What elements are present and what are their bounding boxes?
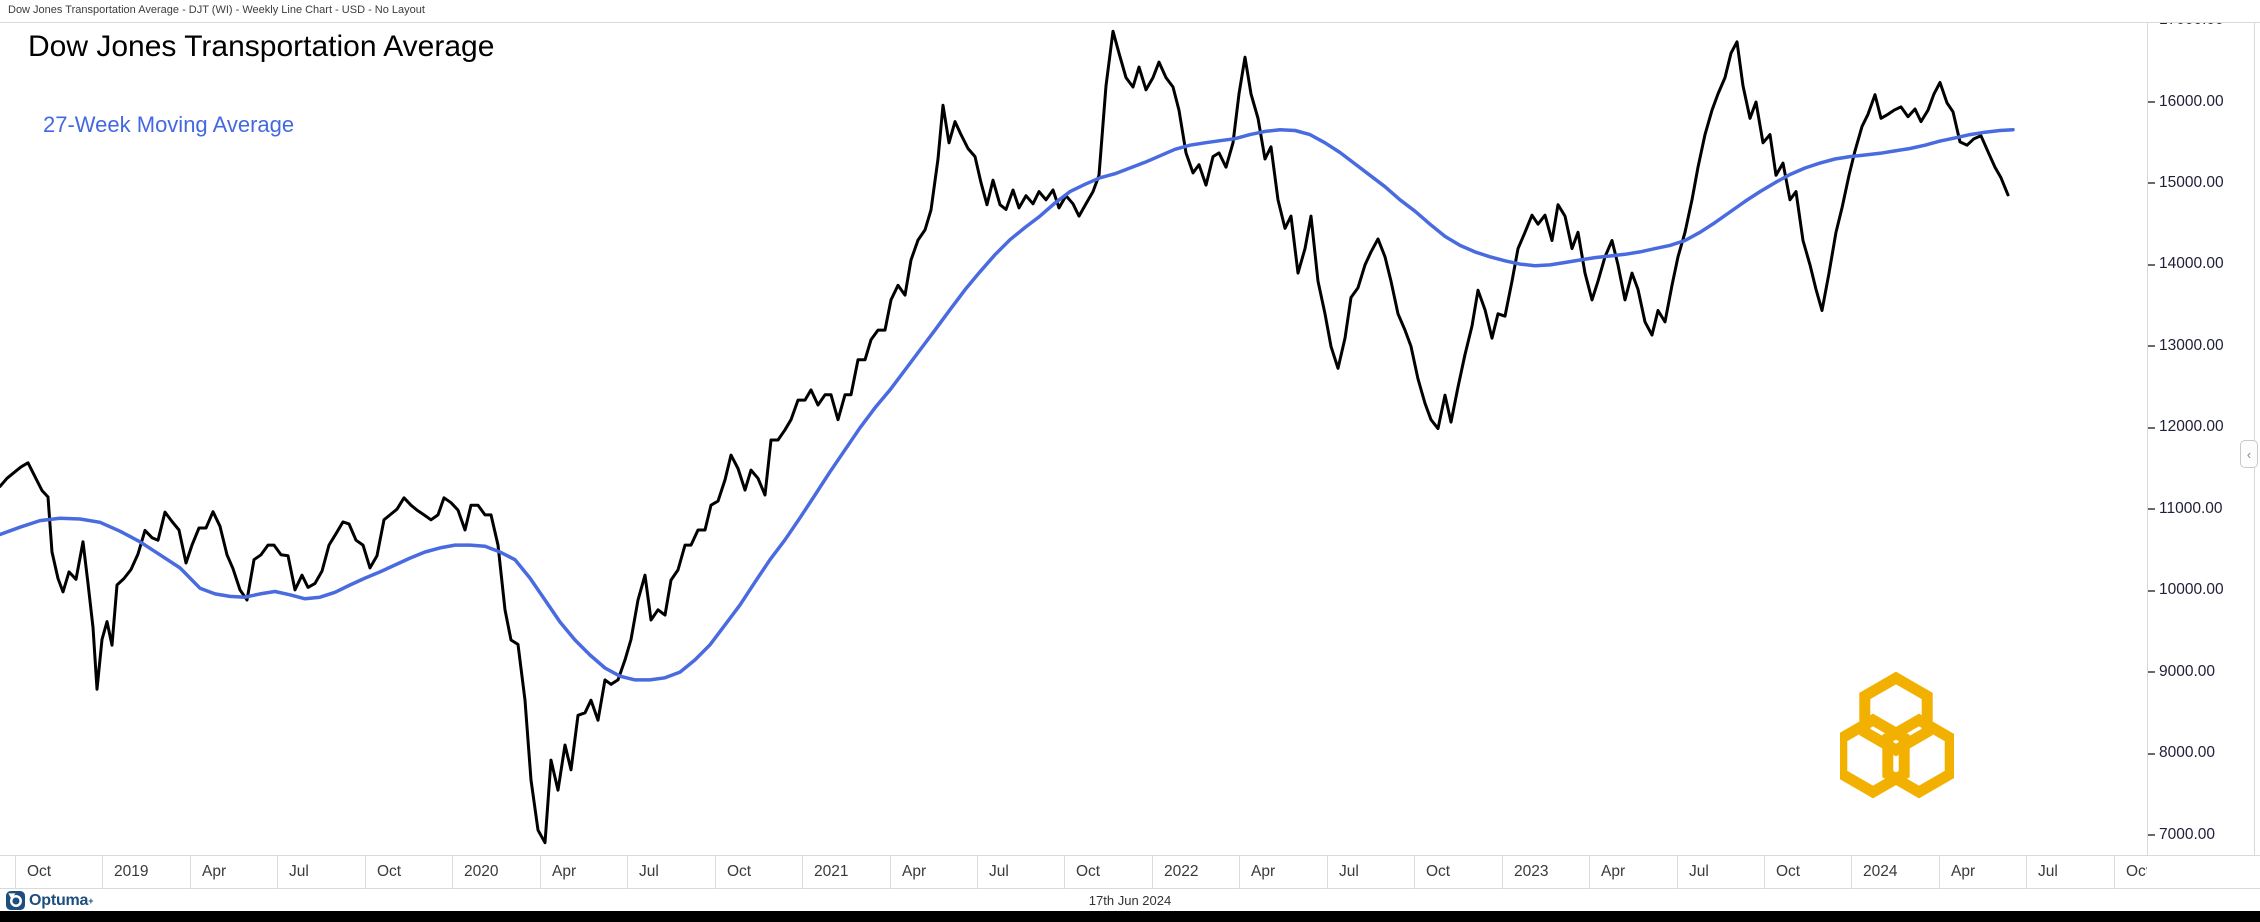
y-axis-tick-label: 16000.00 <box>2159 92 2224 110</box>
x-axis-divider <box>452 856 453 889</box>
hexagon-icon <box>1859 671 1933 757</box>
bottom-bar <box>0 911 2260 922</box>
collapse-panel-button[interactable]: ‹ <box>2240 440 2258 468</box>
y-axis-tick <box>2148 589 2155 592</box>
chart-title: Dow Jones Transportation Average <box>28 30 495 63</box>
y-axis-tick-label: 9000.00 <box>2159 662 2216 680</box>
x-axis-divider <box>2026 856 2027 889</box>
x-axis-divider <box>715 856 716 889</box>
y-axis-tick-label: 10000.00 <box>2159 581 2224 599</box>
x-axis-divider <box>540 856 541 889</box>
optuma-icon <box>6 891 25 910</box>
x-axis-label: Jul <box>1689 863 1709 880</box>
x-axis-label: Oct <box>727 863 752 880</box>
footer-date: 17th Jun 2024 <box>1088 893 1172 908</box>
price-line <box>0 29 2010 845</box>
x-axis-label: Apr <box>902 863 927 880</box>
window-title: Dow Jones Transportation Average - DJT (… <box>8 4 425 16</box>
y-axis-tick-label: 15000.00 <box>2159 173 2224 191</box>
price-axis-panel[interactable]: 17000.00 16000.00 15000.00 14000.00 13000.00… <box>2147 23 2255 855</box>
x-axis-label: Jul <box>2038 863 2058 880</box>
x-axis-divider <box>1152 856 1153 889</box>
x-axis-divider <box>1327 856 1328 889</box>
x-axis-label: Jul <box>639 863 659 880</box>
time-axis-labels: Oct 2019 Apr Jul Oct 2020 Apr Jul Oct 2021 Apr Jul O… <box>0 856 2147 890</box>
time-axis-panel[interactable]: Oct 2019 Apr Jul Oct 2020 Apr Jul Oct 2021 Apr Jul O… <box>0 855 2260 889</box>
y-axis-tick-label: 13000.00 <box>2159 336 2224 354</box>
y-axis-tick <box>2148 752 2155 755</box>
x-axis-divider <box>2114 856 2115 889</box>
y-axis-tick <box>2148 834 2155 836</box>
brand-trademark: + <box>88 895 94 906</box>
x-axis-divider <box>277 856 278 889</box>
y-axis-tick <box>2148 508 2155 511</box>
y-axis-tick-label: 14000.00 <box>2159 255 2224 273</box>
x-axis-divider <box>1414 856 1415 889</box>
x-axis-label: Apr <box>202 863 227 880</box>
footer-bar: Optuma + 17th Jun 2024 <box>0 890 2260 911</box>
x-axis-divider <box>1589 856 1590 889</box>
x-axis-divider <box>1502 856 1503 889</box>
y-axis-tick <box>2148 182 2155 185</box>
x-axis-label: Apr <box>1601 863 1626 880</box>
chart-subtitle: 27-Week Moving Average <box>43 112 295 137</box>
x-axis-divider <box>977 856 978 889</box>
y-axis-tick-label: 7000.00 <box>2159 825 2216 843</box>
x-axis-label: 2022 <box>1164 863 1199 880</box>
x-axis-label: Oct <box>27 863 52 880</box>
y-axis-tick-label: 17000.00 <box>2159 23 2224 29</box>
x-axis-divider <box>15 856 16 889</box>
brand-name: Optuma <box>29 891 89 909</box>
x-axis-label: Apr <box>1251 863 1276 880</box>
y-axis-tick-label: 12000.00 <box>2159 418 2224 436</box>
window-title-bar: Dow Jones Transportation Average - DJT (… <box>0 0 2260 23</box>
chart-plot-area[interactable] <box>0 23 2147 855</box>
x-axis-label: Apr <box>552 863 577 880</box>
x-axis-divider <box>890 856 891 889</box>
x-axis-divider <box>190 856 191 889</box>
y-axis-tick <box>2148 101 2155 104</box>
x-axis-label: Apr <box>1951 863 1976 880</box>
x-axis-label: 2020 <box>464 863 499 880</box>
x-axis-label: Oct <box>1776 863 1801 880</box>
x-axis-label: Oct <box>377 863 402 880</box>
x-axis-divider <box>1764 856 1765 889</box>
y-axis-tick <box>2148 671 2155 674</box>
x-axis-divider <box>1851 856 1852 889</box>
x-axis-divider <box>1239 856 1240 889</box>
x-axis-label: 2021 <box>814 863 849 880</box>
y-axis-tick <box>2148 426 2155 429</box>
x-axis-divider <box>1064 856 1065 889</box>
x-axis-label: Oct <box>1426 863 1451 880</box>
y-axis-tick <box>2148 263 2155 266</box>
x-axis-divider <box>1939 856 1940 889</box>
x-axis-label: Jul <box>289 863 309 880</box>
x-axis-label: Oct <box>1076 863 1101 880</box>
price-chart-canvas[interactable] <box>0 23 2147 855</box>
x-axis-divider <box>802 856 803 889</box>
optuma-logo: Optuma + <box>6 890 94 911</box>
hexagon-icon <box>1840 713 1910 799</box>
x-axis-divider <box>365 856 366 889</box>
x-axis-label: Oct <box>2126 863 2147 880</box>
y-axis-tick <box>2148 345 2155 348</box>
y-axis-tick-label: 8000.00 <box>2159 744 2216 762</box>
x-axis-label: Jul <box>989 863 1009 880</box>
x-axis-label: 2024 <box>1863 863 1898 880</box>
x-axis-divider <box>102 856 103 889</box>
x-axis-divider <box>627 856 628 889</box>
hexagon-icon <box>1882 713 1954 799</box>
chevron-left-icon: ‹ <box>2246 446 2252 462</box>
x-axis-label: 2019 <box>114 863 149 880</box>
ma-line <box>0 127 2015 682</box>
x-axis-divider <box>1677 856 1678 889</box>
x-axis-label: 2023 <box>1514 863 1549 880</box>
x-axis-label: Jul <box>1339 863 1359 880</box>
three-hexagons-watermark-icon <box>1840 671 1954 799</box>
y-axis-tick-label: 11000.00 <box>2159 499 2223 517</box>
